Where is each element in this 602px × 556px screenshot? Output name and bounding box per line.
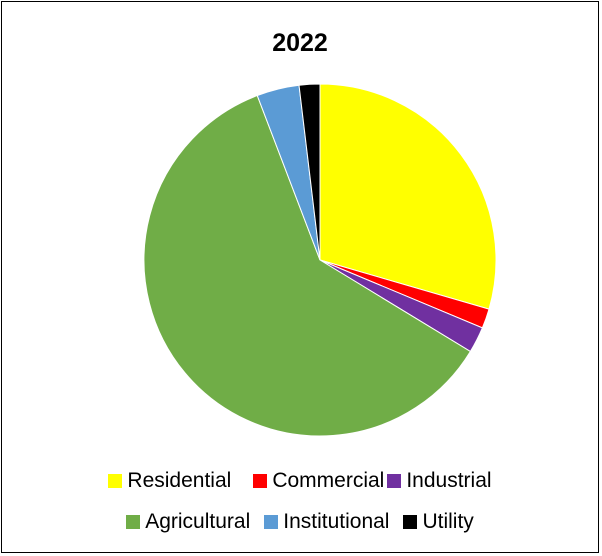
- chart-title: 2022: [272, 29, 328, 57]
- legend-item-institutional: Institutional: [264, 510, 389, 534]
- legend-swatch-industrial: [387, 474, 402, 488]
- legend-item-commercial: Commercial: [253, 469, 384, 493]
- pie-slice-agricultural: [143, 94, 472, 437]
- legend-swatch-utility: [403, 515, 418, 529]
- legend-item-industrial: Industrial: [387, 469, 492, 493]
- legend-swatch-residential: [108, 474, 123, 488]
- legend-row: Residential Commercial Industrial: [2, 469, 598, 493]
- legend-swatch-commercial: [253, 474, 268, 488]
- legend-label-utility: Utility: [422, 510, 474, 533]
- legend-row: Agricultural Institutional Utility: [2, 510, 598, 534]
- legend-label-institutional: Institutional: [283, 510, 390, 533]
- pie-slice-residential: [319, 83, 497, 310]
- legend-item-utility: Utility: [403, 510, 474, 534]
- legend-item-residential: Residential: [108, 469, 231, 493]
- legend-label-industrial: Industrial: [406, 469, 492, 492]
- legend-label-commercial: Commercial: [272, 469, 385, 492]
- pie-slice-utility: [298, 83, 321, 261]
- legend-item-agricultural: Agricultural: [126, 510, 250, 534]
- legend-swatch-institutional: [264, 515, 279, 529]
- legend-label-residential: Residential: [127, 469, 232, 492]
- legend-swatch-agricultural: [126, 515, 141, 529]
- legend-label-agricultural: Agricultural: [145, 510, 251, 533]
